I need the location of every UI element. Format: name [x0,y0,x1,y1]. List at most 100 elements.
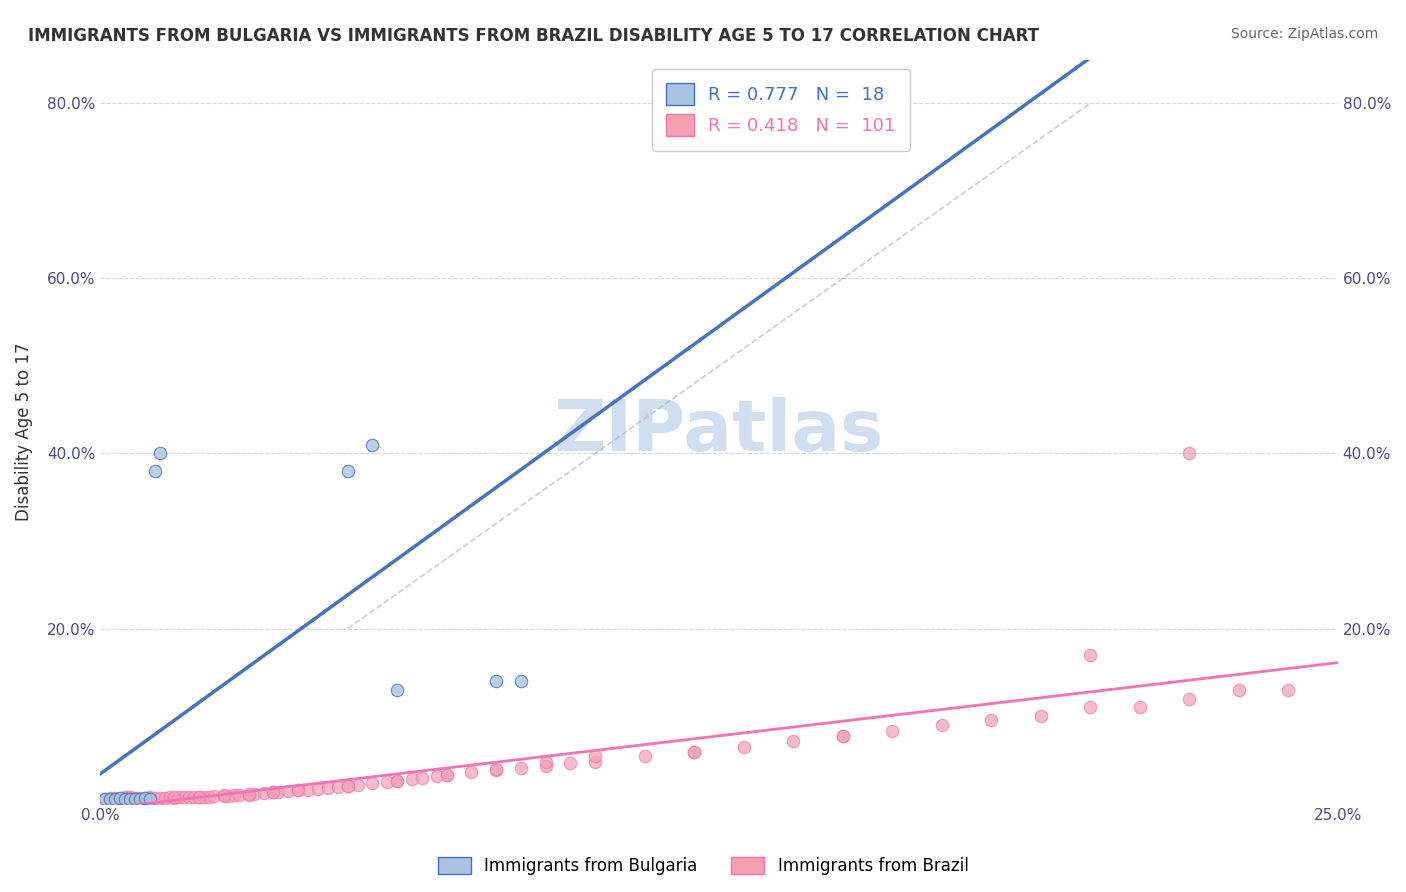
Point [124,791,146,805]
Point [297,782,319,797]
Point [193,789,215,804]
Point [733,114,755,128]
Point [118,790,141,805]
Point [683,745,706,759]
Point [387,773,409,788]
Point [159,790,181,805]
Point [238,788,260,802]
Point [1129,700,1152,714]
Y-axis label: Disability Age 5 to 17: Disability Age 5 to 17 [15,343,32,521]
Point [149,446,172,460]
Point [104,791,127,805]
Point [98,791,121,805]
Point [426,769,449,783]
Point [831,729,853,743]
Point [114,792,136,806]
Point [683,745,706,759]
Point [98,792,121,806]
Point [1277,682,1299,697]
Point [252,786,274,800]
Point [287,783,309,797]
Point [188,789,211,804]
Point [287,783,309,797]
Point [188,790,211,805]
Point [139,792,162,806]
Point [143,791,166,805]
Point [173,790,195,805]
Point [387,682,409,697]
Point [128,792,150,806]
Point [534,756,557,770]
Point [1227,682,1250,697]
Text: ZIPatlas: ZIPatlas [554,397,884,467]
Point [134,791,156,805]
Point [118,791,141,805]
Point [831,729,853,743]
Point [128,791,150,805]
Point [387,773,409,788]
Point [634,749,657,764]
Point [124,792,146,806]
Point [583,755,606,769]
Point [114,792,136,806]
Point [114,790,136,805]
Point [108,792,131,806]
Point [401,772,423,786]
Point [98,792,121,806]
Point [134,792,156,806]
Point [510,761,533,775]
Point [128,792,150,806]
Point [228,788,250,802]
Point [169,790,191,805]
Point [485,764,508,778]
Point [436,768,458,782]
Point [134,791,156,805]
Point [980,714,1002,728]
Point [218,789,240,803]
Point [124,792,146,806]
Point [94,792,117,806]
Point [114,792,136,806]
Point [436,768,458,782]
Point [733,739,755,754]
Point [1078,700,1101,714]
Point [361,438,384,452]
Point [882,723,904,738]
Point [1178,691,1201,706]
Point [411,771,433,785]
Point [94,792,117,806]
Point [460,765,482,780]
Point [263,785,285,799]
Point [782,734,804,748]
Point [118,792,141,806]
Point [326,780,349,794]
Point [267,785,290,799]
Point [1178,446,1201,460]
Point [222,788,245,802]
Point [202,789,225,803]
Point [163,790,186,805]
Point [114,791,136,805]
Point [134,791,156,805]
Point [143,464,166,478]
Point [212,789,235,803]
Point [1078,648,1101,662]
Point [124,791,146,805]
Point [346,778,368,792]
Point [534,759,557,773]
Point [179,789,201,804]
Point [104,792,127,806]
Point [139,790,162,805]
Text: IMMIGRANTS FROM BULGARIA VS IMMIGRANTS FROM BRAZIL DISABILITY AGE 5 TO 17 CORREL: IMMIGRANTS FROM BULGARIA VS IMMIGRANTS F… [28,27,1039,45]
Point [316,780,339,795]
Point [583,749,606,764]
Point [139,792,162,806]
Point [560,756,582,771]
Point [163,791,186,805]
Legend: Immigrants from Bulgaria, Immigrants from Brazil: Immigrants from Bulgaria, Immigrants fro… [429,849,977,884]
Point [510,674,533,689]
Point [242,787,264,801]
Point [114,791,136,805]
Point [375,774,398,789]
Point [263,785,285,799]
